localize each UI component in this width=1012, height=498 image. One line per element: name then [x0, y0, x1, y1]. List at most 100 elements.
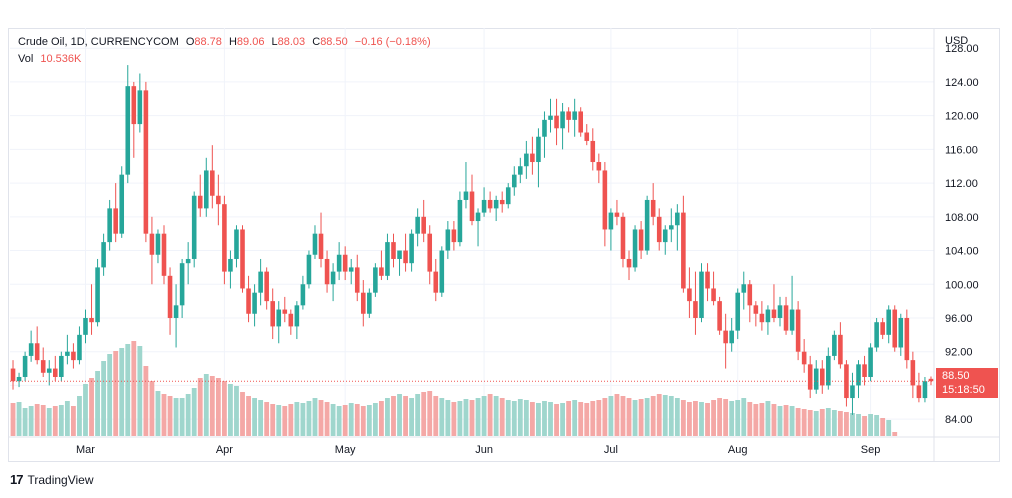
candle-body — [240, 229, 245, 289]
candle-body — [868, 347, 873, 377]
volume-bar — [771, 404, 777, 436]
candle-body — [819, 368, 825, 386]
grid-lines — [10, 28, 934, 436]
volume-bar — [542, 401, 547, 436]
candle-body — [71, 351, 76, 361]
volume-bar — [856, 414, 861, 436]
candle-body — [777, 305, 783, 318]
high-value: 89.06 — [236, 36, 265, 48]
volume-bar — [638, 399, 644, 436]
candle-body — [161, 233, 167, 276]
volume-bar — [131, 341, 137, 436]
volume-bar — [46, 408, 52, 436]
volume-bar — [28, 406, 34, 436]
volume-bar — [95, 371, 100, 436]
volume-bar — [433, 396, 439, 436]
volume-bar — [584, 403, 590, 436]
candle-body — [590, 140, 596, 163]
candle-body — [759, 313, 765, 323]
volume-bar — [868, 414, 874, 436]
candle-body — [880, 322, 885, 335]
candle-body — [705, 271, 710, 289]
candle-body — [28, 343, 34, 356]
candle-body — [807, 364, 813, 390]
volume-bar — [499, 398, 505, 436]
low-label: L — [271, 36, 278, 48]
volume-bar — [632, 400, 638, 436]
volume-bar — [686, 402, 692, 436]
candle-body — [584, 132, 590, 141]
volume-bar — [155, 391, 161, 436]
volume-bar — [819, 409, 825, 436]
volume-bar — [886, 420, 892, 436]
candle-body — [113, 208, 118, 234]
volume-bar — [674, 398, 680, 436]
volume-bar — [246, 396, 251, 436]
candle-body — [765, 309, 771, 323]
volume-bar — [173, 398, 179, 436]
volume-bar — [723, 399, 729, 436]
candle-body — [149, 233, 155, 255]
volume-bar — [342, 405, 348, 436]
candle-body — [16, 376, 22, 382]
candle-body — [662, 229, 668, 243]
volume-bar — [354, 404, 360, 436]
volume-bar — [511, 401, 517, 436]
candle-body — [487, 199, 493, 209]
volume-bar — [536, 403, 541, 436]
volume-bar — [517, 399, 523, 436]
candle-body — [892, 309, 898, 348]
candle-body — [753, 305, 759, 314]
volume-bar — [161, 394, 167, 436]
month-tick-label: Aug — [728, 444, 748, 456]
candle-body — [656, 216, 662, 243]
volume-bar — [391, 396, 396, 436]
volume-bar — [837, 411, 843, 436]
volume-bar — [101, 361, 107, 436]
candle-body — [373, 267, 378, 293]
candle-body — [294, 305, 300, 327]
volume-bar — [693, 401, 698, 436]
volume-bar — [34, 404, 40, 436]
candle-body — [572, 111, 577, 120]
volume-bar — [602, 398, 608, 436]
volume-bar — [554, 404, 559, 436]
volume-bar — [10, 403, 16, 436]
candle-body — [65, 351, 70, 356]
volume-bar — [240, 392, 245, 436]
candle-body — [922, 381, 928, 399]
candle-body — [850, 385, 855, 399]
last-price-tag: 88.50 15:18:50 — [936, 368, 998, 398]
candle-body — [729, 330, 734, 344]
candle-body — [644, 199, 650, 251]
candle-body — [397, 250, 402, 259]
candle-body — [578, 111, 584, 133]
footer-brand[interactable]: 17 TradingView — [10, 472, 94, 487]
volume-label: Vol — [18, 53, 34, 65]
time-axis: Mar Apr May Jun Jul Aug Sep — [9, 436, 999, 456]
candle-body — [620, 216, 626, 259]
candle-body — [409, 233, 414, 264]
volume-bar — [288, 404, 294, 436]
volume-bar — [228, 384, 233, 436]
candle-body — [566, 111, 571, 120]
close-label: C — [312, 36, 321, 48]
volume-bar — [795, 408, 801, 436]
volume-bar — [457, 401, 463, 436]
volume-bar — [668, 396, 674, 436]
volume-bar — [735, 400, 741, 436]
volume-bar — [717, 398, 723, 436]
price-tick-label: 108.00 — [945, 212, 979, 224]
candle-body — [856, 364, 861, 386]
candle-body — [747, 284, 753, 306]
candle-body — [554, 115, 559, 129]
volume-bar — [505, 400, 511, 436]
candle-body — [143, 90, 149, 234]
candle-body — [264, 271, 269, 302]
volume-bar — [608, 396, 614, 436]
volume-bar — [209, 376, 215, 436]
volume-bar — [747, 402, 753, 436]
volume-bar — [125, 344, 131, 436]
candle-body — [216, 195, 221, 205]
